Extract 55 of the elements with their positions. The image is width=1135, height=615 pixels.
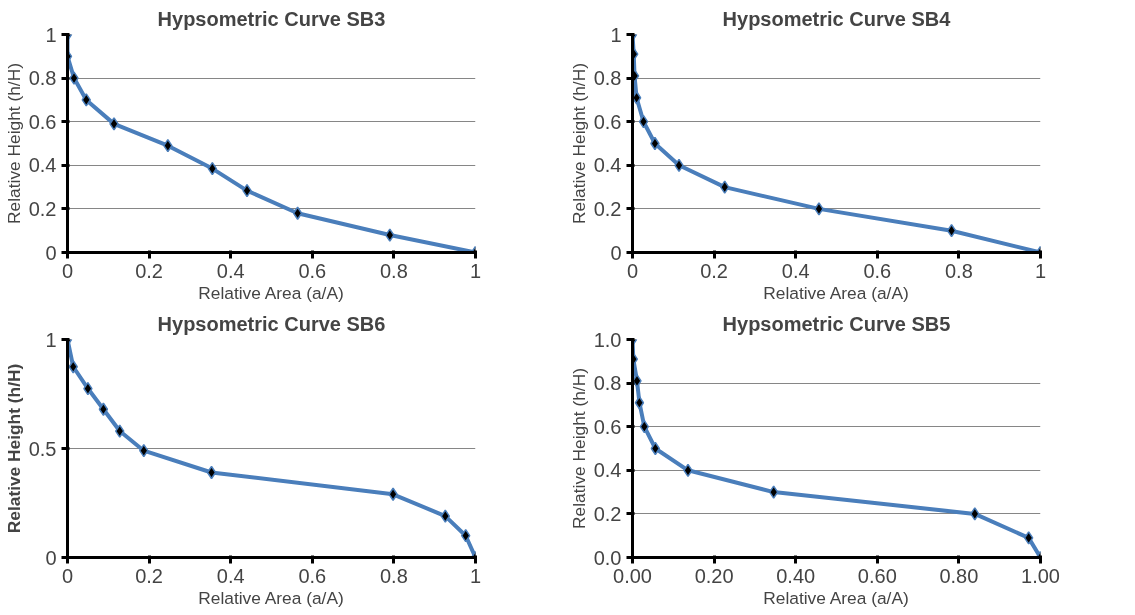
x-tick-label: 0.6 — [863, 259, 892, 282]
y-tick-label: 0.6 — [593, 110, 622, 133]
y-tick-label: 1.0 — [593, 328, 622, 351]
x-tick-label: 0.8 — [945, 259, 973, 282]
x-tick-label: 0.4 — [216, 564, 245, 587]
y-tick-label: 0.8 — [593, 67, 622, 90]
y-axis-title: Relative Height (h/H) — [3, 63, 24, 224]
y-tick-label: 0.8 — [593, 372, 622, 395]
x-axis-title: Relative Area (a/A) — [198, 282, 344, 303]
x-tick-label: 0.2 — [700, 259, 729, 282]
y-tick-label: 0.4 — [593, 154, 622, 177]
x-tick-label: 0.40 — [776, 564, 816, 587]
x-tick-label: 0.4 — [216, 259, 245, 282]
y-tick-label: 0 — [610, 241, 622, 264]
x-tick-label: 0 — [626, 259, 639, 282]
y-tick-label: 0.8 — [28, 67, 57, 90]
x-tick-label: 0.20 — [694, 564, 734, 587]
y-tick-label: 0.6 — [593, 415, 622, 438]
y-tick-label: 0 — [45, 546, 57, 569]
x-tick-label: 0.2 — [135, 259, 164, 282]
chart-title: Hypsometric Curve SB4 — [722, 7, 952, 30]
x-tick-label: 0.4 — [781, 259, 810, 282]
x-tick-label: 1 — [469, 564, 482, 587]
y-tick-label: 0.2 — [28, 197, 57, 220]
y-tick-label: 0.4 — [28, 154, 57, 177]
y-tick-label: 1 — [610, 23, 622, 46]
y-axis-title: Relative Height (h/H) — [568, 368, 589, 529]
y-tick-label: 0.6 — [28, 110, 57, 133]
y-tick-label: 0.5 — [28, 437, 57, 460]
x-tick-label: 0 — [61, 564, 74, 587]
y-tick-label: 0.2 — [593, 502, 622, 525]
x-tick-label: 0.80 — [939, 564, 979, 587]
x-axis-title: Relative Area (a/A) — [198, 587, 344, 608]
chart-title: Hypsometric Curve SB6 — [157, 312, 386, 335]
y-tick-label: 0.4 — [593, 459, 622, 482]
chart-title: Hypsometric Curve SB3 — [157, 7, 386, 30]
x-tick-label: 0.6 — [298, 259, 327, 282]
x-tick-label: 1 — [1034, 259, 1047, 282]
x-tick-label: 0.60 — [857, 564, 897, 587]
x-tick-label: 0.6 — [298, 564, 327, 587]
x-axis-title: Relative Area (a/A) — [763, 587, 909, 608]
x-tick-label: 0.8 — [380, 259, 408, 282]
y-tick-label: 0 — [45, 241, 57, 264]
x-tick-label: 0 — [61, 259, 74, 282]
x-tick-label: 1.00 — [1021, 564, 1060, 587]
y-axis-title: Relative Height (h/H) — [3, 363, 24, 534]
x-tick-label: 0.8 — [380, 564, 408, 587]
y-tick-label: 1 — [45, 23, 57, 46]
y-axis-title: Relative Height (h/H) — [568, 63, 589, 224]
x-axis-title: Relative Area (a/A) — [763, 282, 909, 303]
x-tick-label: 0.2 — [135, 564, 164, 587]
chart-title: Hypsometric Curve SB5 — [722, 312, 951, 335]
x-tick-label: 1 — [469, 259, 482, 282]
y-tick-label: 0.2 — [593, 197, 622, 220]
y-tick-label: 1 — [45, 328, 57, 351]
